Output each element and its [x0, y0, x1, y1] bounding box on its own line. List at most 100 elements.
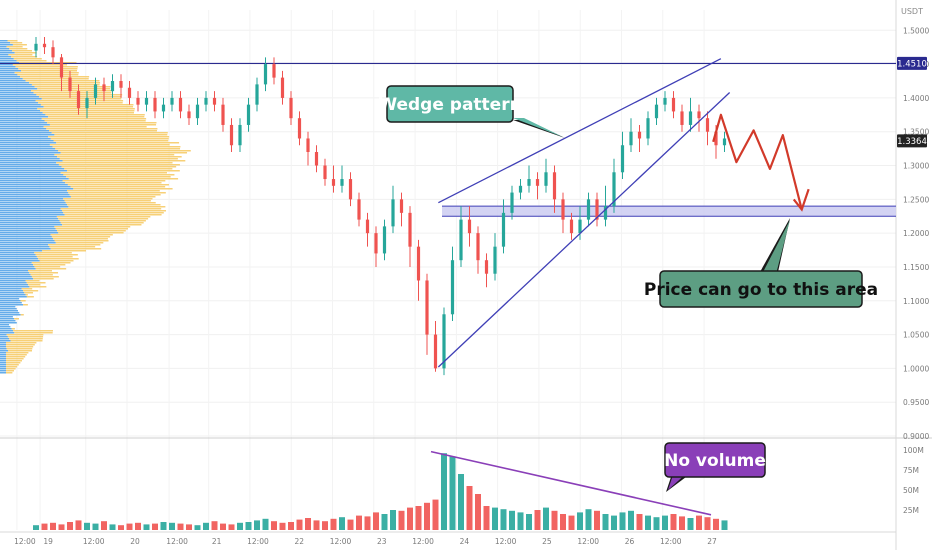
candle-body — [187, 111, 191, 119]
time-tick-label: 24 — [460, 537, 470, 546]
vp-bar-blue — [0, 202, 66, 204]
candle-body — [170, 97, 174, 105]
vp-bar-blue — [0, 68, 19, 70]
volume-bar — [517, 512, 524, 530]
candle-body — [331, 179, 336, 186]
vp-bar-blue — [0, 330, 13, 332]
price-tick-label: 1.2000 — [903, 229, 929, 238]
vp-bar-yellow — [6, 366, 18, 368]
vp-bar-yellow — [49, 130, 157, 132]
candle-body — [59, 57, 64, 78]
vp-bar-blue — [0, 62, 20, 64]
vp-bar-blue — [0, 164, 59, 166]
vp-bar-yellow — [67, 190, 160, 192]
volume-bar — [568, 515, 575, 530]
vp-bar-yellow — [11, 328, 15, 330]
vp-bar-yellow — [33, 92, 112, 94]
vp-bar-yellow — [33, 264, 66, 266]
vp-bar-yellow — [35, 268, 67, 270]
vp-bar-yellow — [62, 210, 166, 212]
vp-bar-blue — [0, 266, 35, 268]
vp-bar-blue — [0, 230, 57, 232]
vp-bar-blue — [0, 212, 64, 214]
vp-bar-yellow — [21, 288, 33, 290]
vp-bar-blue — [0, 314, 21, 316]
vp-bar-blue — [0, 100, 36, 102]
vp-bar-yellow — [51, 132, 168, 134]
vp-bar-yellow — [25, 280, 40, 282]
vp-bar-blue — [0, 308, 17, 310]
vp-bar-blue — [0, 196, 71, 198]
candle-body — [382, 226, 387, 254]
vp-bar-yellow — [69, 194, 161, 196]
vp-bar-yellow — [52, 146, 181, 148]
vp-bar-yellow — [54, 226, 131, 228]
candle-body — [374, 233, 378, 254]
vp-bar-blue — [0, 218, 59, 220]
vp-bar-yellow — [8, 350, 32, 352]
vp-bar-yellow — [33, 278, 54, 280]
vp-bar-blue — [0, 48, 10, 50]
vp-bar-blue — [0, 332, 15, 334]
vp-bar-blue — [0, 172, 61, 174]
vp-bar-blue — [0, 58, 14, 60]
vp-bar-blue — [0, 182, 66, 184]
vp-bar-yellow — [58, 150, 191, 152]
vp-bar-blue — [0, 190, 67, 192]
candle-body — [323, 165, 327, 180]
vp-bar-yellow — [70, 186, 166, 188]
vp-bar-blue — [0, 146, 53, 148]
wedge-lower-line — [437, 92, 731, 368]
vp-bar-yellow — [39, 96, 122, 98]
candle-body — [365, 219, 370, 234]
vp-bar-yellow — [63, 174, 175, 176]
vp-bar-yellow — [6, 354, 27, 356]
vp-bar-yellow — [29, 272, 59, 274]
vp-bar-blue — [0, 280, 26, 282]
vp-bar-yellow — [57, 230, 126, 232]
vp-bar-yellow — [6, 370, 14, 372]
vp-bar-yellow — [48, 136, 170, 138]
vp-bar-blue — [0, 184, 68, 186]
candle-body — [238, 124, 242, 146]
time-tick-label: 12:00 — [660, 537, 682, 546]
vp-bar-yellow — [34, 86, 111, 88]
volume-bar — [75, 520, 82, 530]
vp-bar-blue — [0, 278, 34, 280]
vp-bar-yellow — [62, 160, 186, 162]
candle-body — [620, 145, 625, 173]
vp-bar-blue — [0, 366, 6, 368]
vp-bar-blue — [0, 298, 20, 300]
vp-bar-blue — [0, 152, 61, 154]
candle-body — [697, 111, 701, 119]
volume-bar — [645, 515, 651, 530]
vp-bar-yellow — [67, 184, 169, 186]
volume-bar — [237, 522, 243, 530]
vp-bar-yellow — [6, 348, 33, 350]
candle-body — [518, 185, 523, 193]
vp-bar-blue — [0, 104, 41, 106]
volume-bar — [33, 525, 39, 530]
vp-bar-blue — [0, 244, 49, 246]
vp-bar-yellow — [60, 222, 144, 224]
volume-bar — [67, 522, 73, 530]
vp-bar-yellow — [48, 244, 101, 246]
vp-bar-blue — [0, 166, 62, 168]
vp-bar-yellow — [63, 212, 164, 214]
vp-bar-yellow — [6, 358, 24, 360]
vp-bar-blue — [0, 122, 48, 124]
volume-tick-label: 25M — [903, 506, 919, 515]
price-tick-label: 1.3500 — [903, 128, 929, 137]
time-tick-label: 20 — [130, 537, 140, 546]
vp-bar-blue — [0, 232, 59, 234]
vp-bar-blue — [0, 256, 37, 258]
vp-bar-blue — [0, 178, 69, 180]
vp-bar-blue — [0, 110, 40, 112]
volume-bar — [713, 518, 719, 530]
vp-bar-yellow — [67, 170, 180, 172]
vp-bar-blue — [0, 40, 8, 42]
vp-bar-yellow — [42, 112, 134, 114]
vp-bar-yellow — [53, 140, 169, 142]
candle-body — [586, 199, 591, 220]
vp-bar-yellow — [68, 192, 166, 194]
